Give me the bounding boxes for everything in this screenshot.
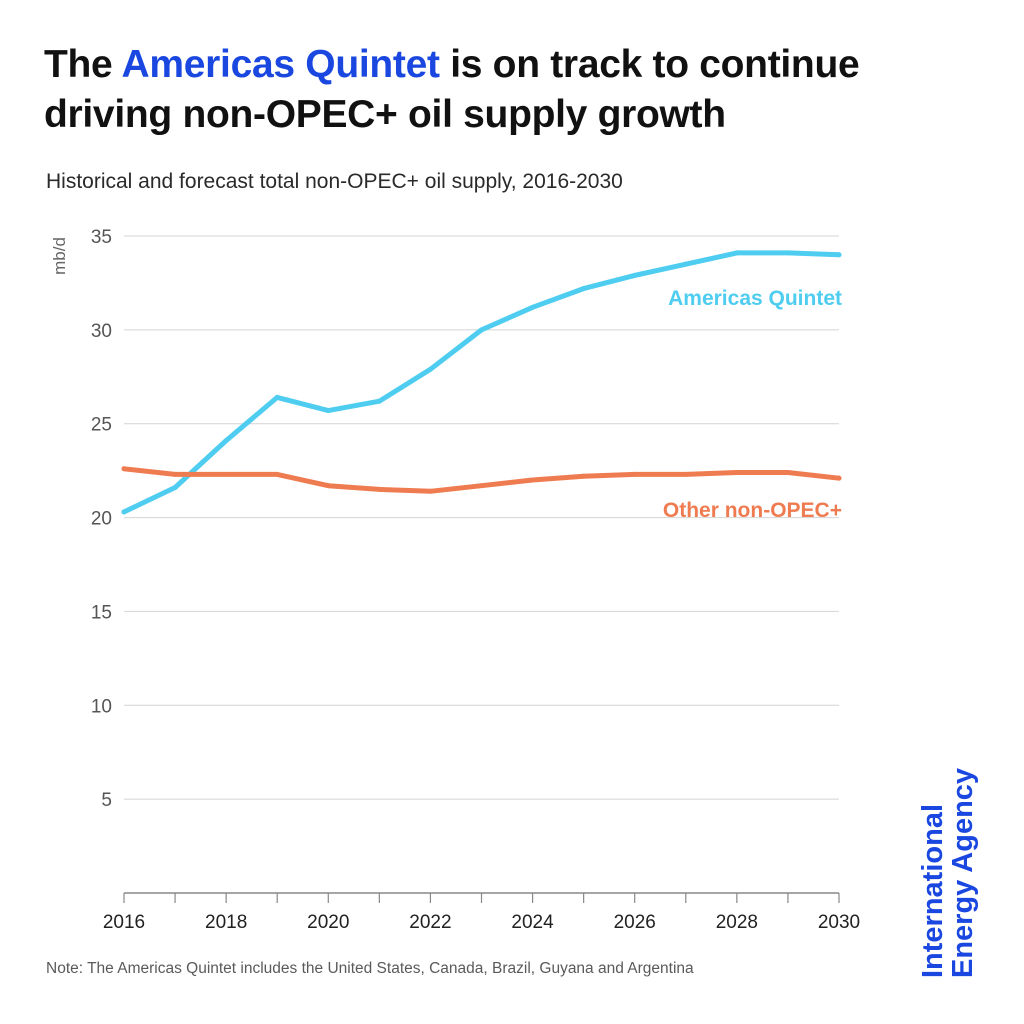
data-point [734,470,740,476]
title-suffix: is on track to continue driving non-OPEC… [44,43,860,136]
x-tick-label: 2016 [103,912,145,933]
data-point [785,470,791,476]
data-point [836,475,842,481]
y-tick-label: 20 [91,509,112,530]
x-tick-label: 2026 [614,912,656,933]
x-tick-label: 2024 [511,912,554,933]
chart-title: The Americas Quintet is on track to cont… [44,40,984,140]
data-point [376,398,382,404]
data-point [427,366,433,372]
data-point [836,252,842,258]
chart-note: Note: The Americas Quintet includes the … [46,960,694,977]
series-label: Americas Quintet [668,287,842,310]
data-point [734,250,740,256]
y-axis-label: mb/d [50,237,69,275]
data-point [274,394,280,400]
y-tick-label: 30 [91,321,112,342]
title-highlight: Americas Quintet [121,43,440,86]
x-tick-label: 2028 [716,912,758,933]
data-point [683,261,689,267]
data-point [121,466,127,472]
x-tick-label: 2018 [205,912,247,933]
logo-line-1: International [917,803,949,978]
iea-logo: International Energy Agency [917,767,979,978]
data-point [121,509,127,515]
y-tick-label: 15 [91,602,112,623]
data-point [376,486,382,492]
data-point [325,483,331,489]
y-tick-label: 10 [91,696,112,717]
data-point [223,438,229,444]
data-point [632,471,638,477]
data-point [581,473,587,479]
data-point [223,471,229,477]
x-tick-label: 2020 [307,912,349,933]
data-point [530,304,536,310]
y-tick-label: 35 [91,227,112,248]
data-point [172,485,178,491]
logo-line-2: Energy Agency [947,767,979,978]
data-point [172,471,178,477]
data-point [530,477,536,483]
data-point [479,327,484,333]
title-prefix: The [44,43,122,86]
series-label: Other non-OPEC+ [663,499,842,522]
x-tick-label: 2022 [409,912,451,933]
data-point [325,408,331,414]
data-point [479,483,484,489]
data-point [274,471,280,477]
data-point [785,250,791,256]
y-tick-label: 25 [91,415,112,436]
y-tick-label: 5 [101,790,112,811]
data-point [683,471,689,477]
data-point [427,488,433,494]
chart-subtitle: Historical and forecast total non-OPEC+ … [46,170,623,193]
x-tick-label: 2030 [818,912,860,933]
data-point [632,272,638,278]
data-point [581,286,587,292]
